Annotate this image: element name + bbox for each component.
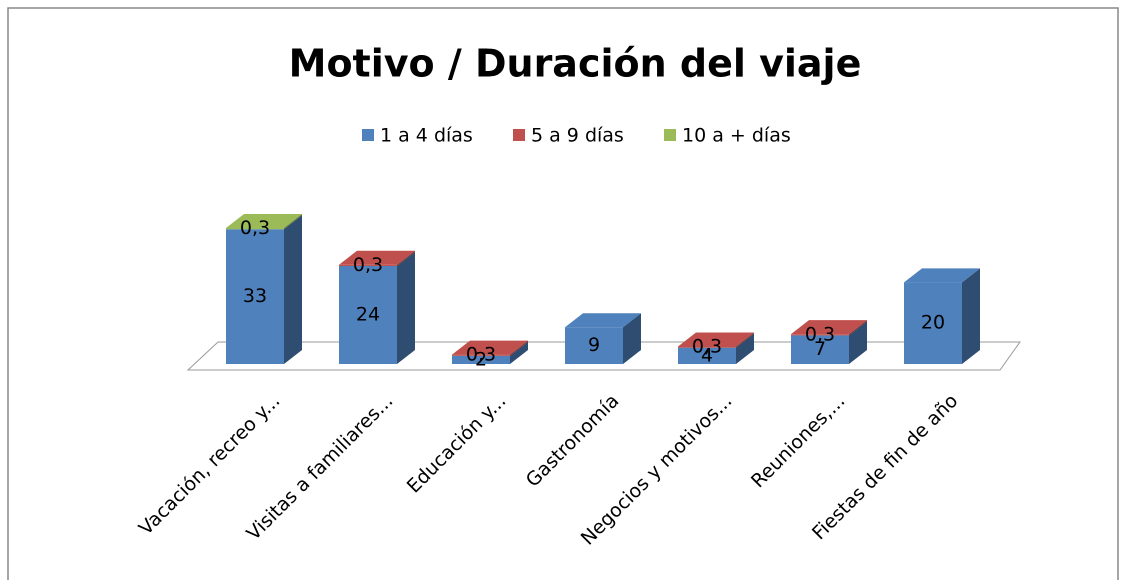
bar-top: [339, 250, 415, 265]
data-label: 0,3: [466, 344, 496, 366]
bar: [452, 354, 510, 356]
data-label: 0,3: [240, 217, 270, 239]
bar: [678, 347, 736, 364]
data-label: 24: [356, 303, 380, 325]
bar-top: [791, 320, 867, 335]
bar-side: [736, 332, 754, 348]
data-label: 20: [921, 312, 945, 334]
data-label: 7: [814, 338, 826, 360]
bar-side: [397, 250, 415, 266]
bar-side: [623, 313, 641, 364]
bar: [565, 327, 623, 364]
bar: [339, 264, 397, 266]
legend-label: 1 a 4 días: [380, 125, 473, 147]
bar-side: [284, 214, 302, 230]
x-tick-label: Educación y...: [403, 390, 511, 498]
legend-label: 10 a + días: [682, 125, 791, 147]
bar-side: [510, 341, 528, 364]
bar-side: [510, 340, 528, 356]
bar: [339, 265, 397, 364]
data-label: 4: [701, 344, 713, 366]
bar: [791, 335, 849, 364]
data-label: 9: [588, 334, 600, 356]
bar-side: [397, 251, 415, 364]
bar-side: [736, 333, 754, 364]
data-label: 0,3: [692, 336, 722, 358]
legend-swatch: [362, 129, 374, 141]
legend-swatch: [513, 129, 525, 141]
data-label: 33: [243, 285, 267, 307]
bar-top: [452, 340, 528, 355]
data-label: 2: [475, 348, 487, 370]
bar-side: [849, 321, 867, 364]
legend-swatch: [664, 129, 676, 141]
bar-top: [565, 313, 641, 328]
bar: [791, 334, 849, 336]
x-tick-label: Gastronomía: [522, 390, 624, 492]
chart-title: Motivo / Duración del viaje: [289, 42, 862, 86]
data-label: 0,3: [805, 323, 835, 345]
bar-top: [226, 214, 302, 228]
chart-frame: [7, 7, 1119, 580]
bar: [226, 229, 284, 364]
bar-side: [962, 268, 980, 364]
bar-side: [284, 215, 302, 364]
bar-side: [849, 320, 867, 336]
data-label: 0,3: [353, 254, 383, 276]
bar-top: [904, 268, 980, 283]
bar: [226, 228, 284, 230]
bar: [678, 346, 736, 348]
x-tick-label: Reuniones,...: [747, 390, 849, 492]
bar: [452, 355, 510, 364]
legend-label: 5 a 9 días: [531, 125, 624, 147]
bar-top: [678, 332, 754, 347]
bar: [904, 282, 962, 364]
